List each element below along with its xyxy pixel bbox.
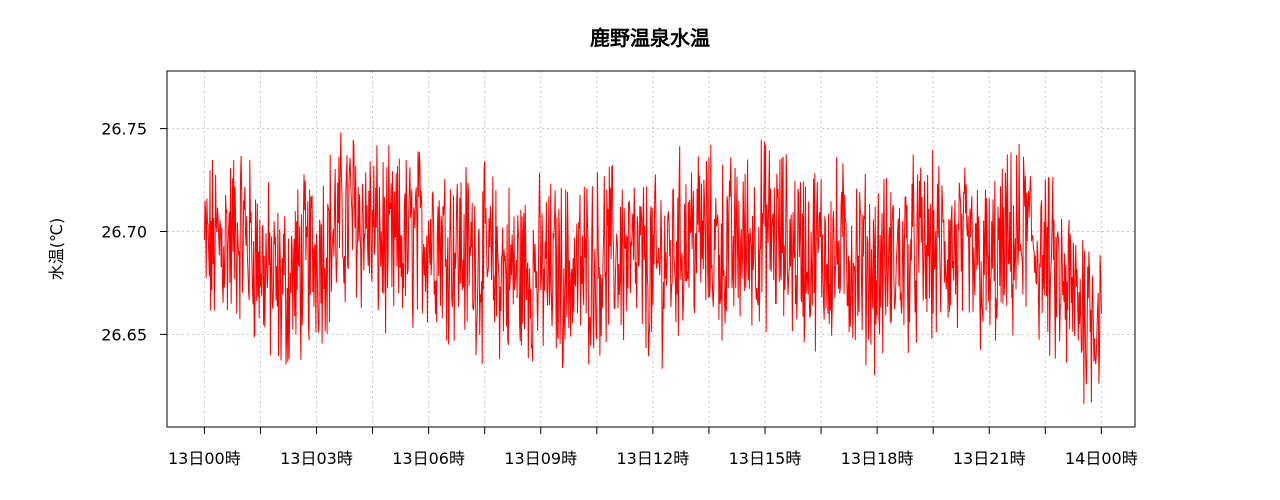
x-tick-label: 13日21時 xyxy=(953,449,1026,468)
x-tick-label: 13日15時 xyxy=(729,449,802,468)
x-tick-label: 13日03時 xyxy=(280,449,353,468)
series-layer xyxy=(203,132,1102,405)
y-tick-label: 26.65 xyxy=(101,325,147,344)
x-tick-label: 13日12時 xyxy=(617,449,690,468)
y-axis-title: 水温(℃) xyxy=(47,218,66,280)
x-tick-label: 14日00時 xyxy=(1065,449,1138,468)
series-line xyxy=(203,132,1102,405)
grid-layer xyxy=(167,71,1135,427)
y-tick-label: 26.70 xyxy=(101,223,147,242)
y-tick-label: 26.75 xyxy=(101,120,147,139)
axis-layer: 13日00時 13日03時 13日06時 13日09時 13日12時 13日15時 13日1… xyxy=(101,120,1138,468)
x-tick-label: 13日09時 xyxy=(504,449,577,468)
x-tick-label: 13日18時 xyxy=(841,449,914,468)
plot-frame xyxy=(166,70,1136,428)
chart-title: 鹿野温泉水温 xyxy=(590,26,710,50)
x-tick-label: 13日06時 xyxy=(392,449,465,468)
x-tick-label: 13日00時 xyxy=(168,449,241,468)
